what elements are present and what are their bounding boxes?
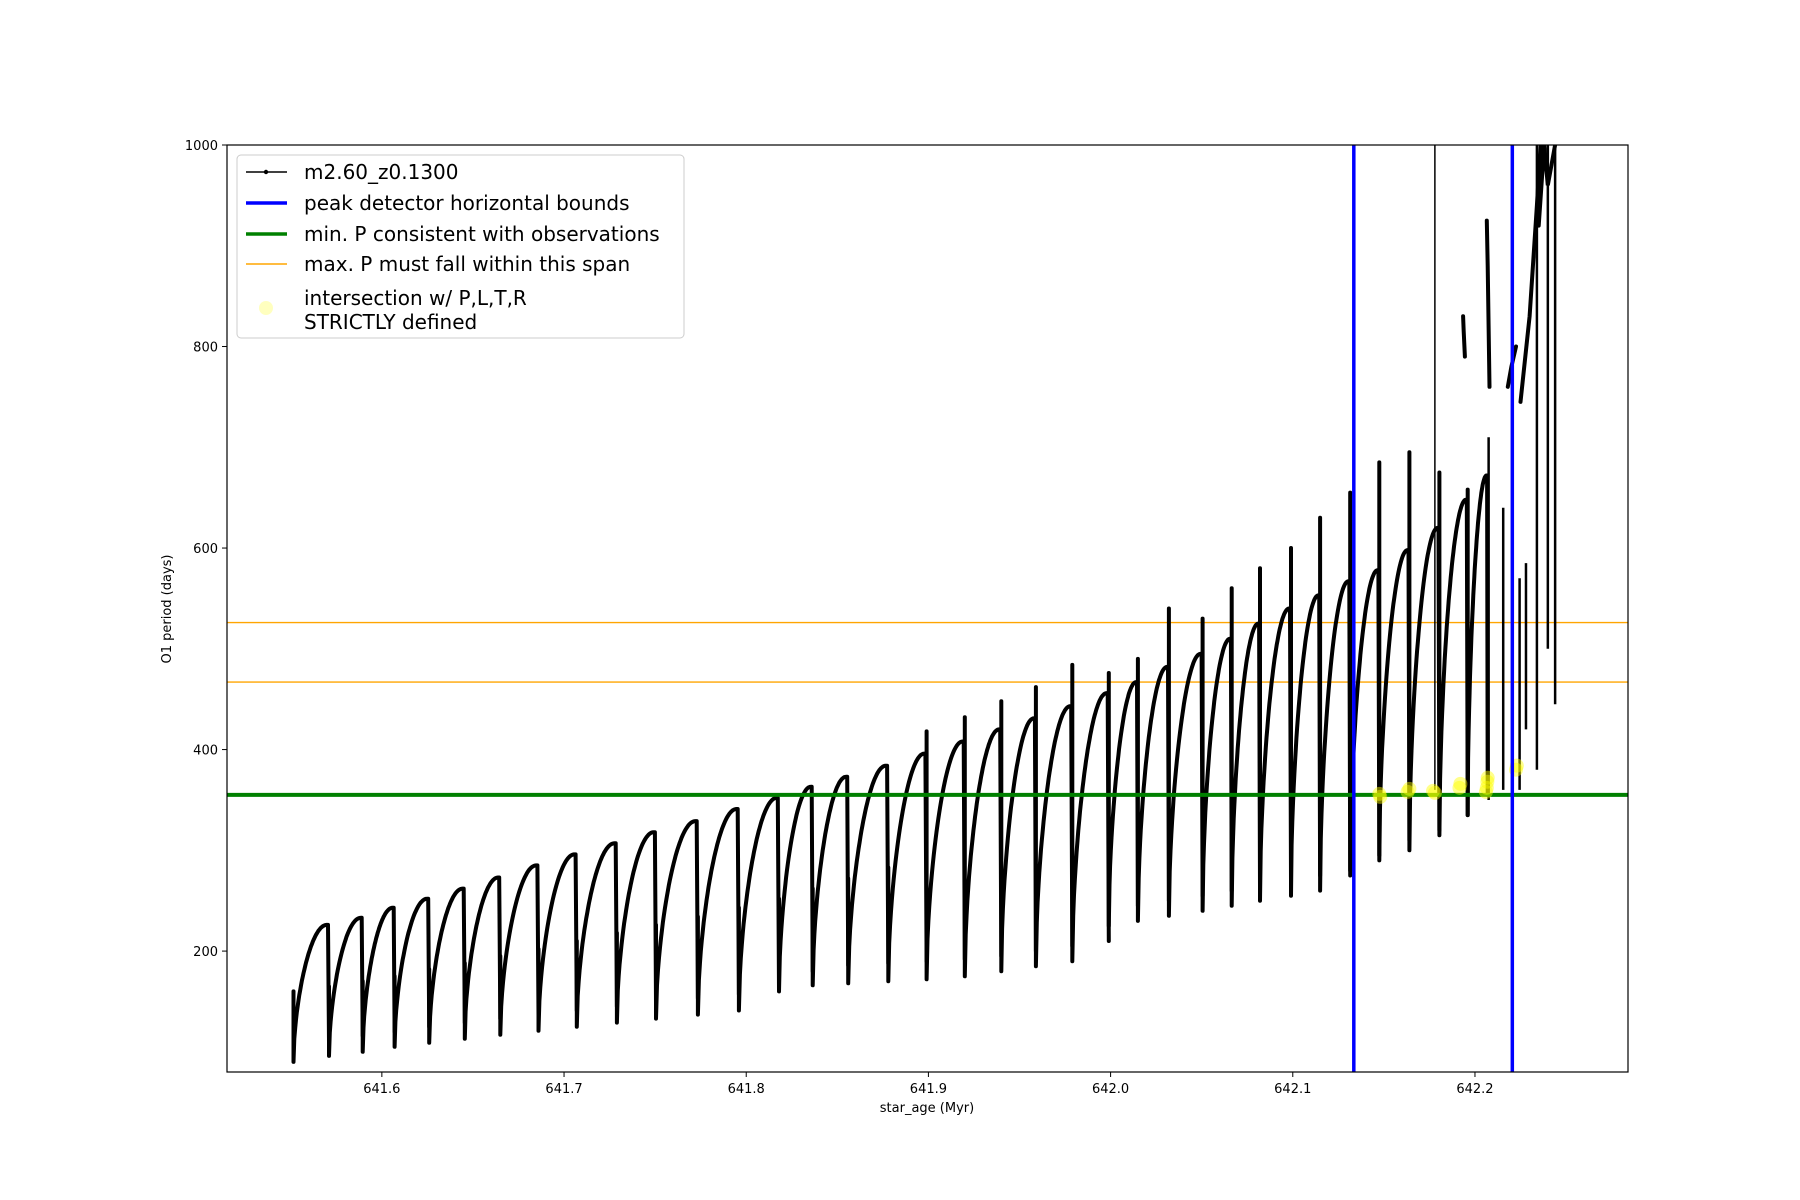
model-cycle-1 <box>291 922 331 1064</box>
model-cycle-29 <box>1289 546 1323 898</box>
model-cycle-34 <box>1437 470 1470 838</box>
intersection-point-8 <box>1453 776 1468 791</box>
intersection-point-12 <box>1480 770 1495 785</box>
model-cycle-16 <box>846 763 891 986</box>
intersection-point-9 <box>1478 784 1493 799</box>
model-cycle-10 <box>614 830 658 1025</box>
intersection-point-5 <box>1426 783 1441 798</box>
intersection-point-7 <box>1452 780 1467 795</box>
x-tick-label: 642.2 <box>1456 1082 1493 1097</box>
model-cycle-28 <box>1258 566 1293 903</box>
model-cycle-22 <box>1070 662 1111 964</box>
model-cycle-15 <box>810 774 851 988</box>
y-axis-label: O1 period (days) <box>160 554 175 663</box>
y-tick-label: 200 <box>193 945 218 960</box>
model-cycle-20 <box>999 699 1038 974</box>
model-cycle-4 <box>392 896 432 1049</box>
model-cycle-11 <box>654 819 700 1021</box>
legend-label-1: m2.60_z0.1300 <box>304 160 459 184</box>
x-tick-label: 642.1 <box>1274 1082 1311 1097</box>
x-axis-label: star_age (Myr) <box>880 1101 974 1116</box>
model-cycle-32 <box>1377 460 1412 863</box>
model-cycle-2 <box>327 915 365 1058</box>
legend-label-4: max. P must fall within this span <box>304 252 630 276</box>
model-upper-segment-5 <box>1536 145 1558 228</box>
x-tick-label: 641.6 <box>363 1082 400 1097</box>
x-tick-label: 642.0 <box>1092 1082 1129 1097</box>
intersection-point-3 <box>1400 784 1415 799</box>
legend-label-5: intersection w/ P,L,T,R STRICTLY defined <box>304 286 527 334</box>
y-axis: 200 400 600 800 1000 <box>185 139 227 960</box>
plot-frame <box>226 144 1629 1073</box>
intersection-point-1 <box>1372 786 1387 801</box>
legend-label-line: intersection w/ P,L,T,R <box>304 286 527 310</box>
model-cycle-7 <box>498 863 541 1037</box>
legend-label-2: peak detector horizontal bounds <box>304 191 630 215</box>
model-cycle-35 <box>1465 473 1490 818</box>
model-cycle-26 <box>1200 616 1234 913</box>
y-tick-label: 400 <box>193 744 218 759</box>
model-cycle-18 <box>924 729 967 982</box>
legend-label-line: min. P consistent with observations <box>304 222 660 246</box>
intersection-point-11 <box>1480 774 1495 789</box>
legend-label-line: STRICTLY defined <box>304 310 477 334</box>
model-cycle-6 <box>462 875 503 1041</box>
x-tick-label: 641.9 <box>910 1082 947 1097</box>
model-cycle-5 <box>427 886 467 1045</box>
legend-label-3: min. P consistent with observations <box>304 222 660 246</box>
model-cycle-19 <box>962 715 1004 979</box>
legend-box <box>236 154 685 339</box>
model-cycle-9 <box>574 841 619 1029</box>
model-upper-segment-2 <box>1461 314 1467 359</box>
legend-label-line: max. P must fall within this span <box>304 252 630 276</box>
x-tick-label: 641.7 <box>545 1082 582 1097</box>
legend-label-line: peak detector horizontal bounds <box>304 191 630 215</box>
legend-handle-model-marker <box>263 169 269 175</box>
model-cycle-33 <box>1407 450 1442 853</box>
model-upper-segment-4 <box>1518 145 1543 404</box>
model-cycle-17 <box>886 751 929 984</box>
x-tick-label: 641.8 <box>728 1082 765 1097</box>
plot-clipped-group <box>227 145 1628 1072</box>
model-upper-segment-1 <box>1484 218 1492 389</box>
model-cycle-24 <box>1135 656 1171 923</box>
y-tick-label: 1000 <box>185 139 218 154</box>
intersection-point-10 <box>1479 780 1494 795</box>
intersection-point-4 <box>1402 781 1417 796</box>
plot-marks <box>227 145 1628 1072</box>
model-cycle-14 <box>777 784 815 994</box>
model-cycle-3 <box>360 905 397 1054</box>
legend-handle-intersection <box>259 301 273 315</box>
model-cycle-12 <box>695 807 741 1017</box>
model-cycle-27 <box>1229 586 1262 908</box>
intersection-point-2 <box>1373 789 1388 804</box>
intersection-point-6 <box>1427 785 1442 800</box>
model-cycle-23 <box>1106 671 1140 928</box>
y-tick-label: 600 <box>193 542 218 557</box>
x-axis: 641.6 641.7 641.8 641.9 642.0 642.1 642.2 <box>363 1072 1494 1097</box>
model-cycle-13 <box>736 795 781 1013</box>
model-cycle-21 <box>1033 685 1075 969</box>
legend-label-line: m2.60_z0.1300 <box>304 160 459 184</box>
model-cycle-8 <box>536 852 579 1033</box>
model-cycle-30 <box>1318 515 1353 893</box>
y-tick-label: 800 <box>193 341 218 356</box>
